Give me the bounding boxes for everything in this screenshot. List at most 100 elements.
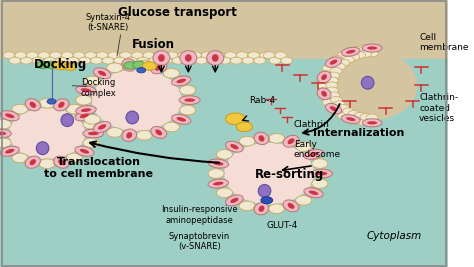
Circle shape: [124, 62, 137, 69]
Circle shape: [195, 57, 207, 64]
Ellipse shape: [226, 195, 243, 206]
Ellipse shape: [5, 113, 14, 118]
Circle shape: [15, 52, 27, 59]
Text: Cytoplasm: Cytoplasm: [367, 231, 422, 241]
Ellipse shape: [0, 146, 19, 156]
Circle shape: [121, 60, 137, 70]
Ellipse shape: [309, 152, 318, 156]
Text: GLUT-4: GLUT-4: [267, 221, 298, 230]
Circle shape: [354, 52, 365, 58]
Circle shape: [1, 146, 18, 156]
Circle shape: [314, 169, 330, 178]
Circle shape: [107, 63, 123, 73]
Ellipse shape: [212, 54, 219, 62]
Ellipse shape: [98, 124, 106, 129]
Ellipse shape: [80, 113, 89, 118]
Circle shape: [344, 49, 356, 56]
Circle shape: [354, 112, 365, 119]
Circle shape: [121, 131, 137, 140]
Circle shape: [360, 114, 372, 121]
Ellipse shape: [309, 191, 318, 195]
Ellipse shape: [36, 142, 49, 155]
Circle shape: [62, 52, 73, 59]
Ellipse shape: [254, 202, 269, 215]
Circle shape: [242, 57, 254, 64]
Ellipse shape: [54, 99, 69, 111]
Ellipse shape: [254, 132, 269, 145]
Ellipse shape: [317, 71, 331, 83]
Text: Translocation
to cell membrane: Translocation to cell membrane: [44, 158, 153, 179]
Circle shape: [283, 136, 299, 146]
Circle shape: [12, 153, 28, 163]
Circle shape: [155, 52, 166, 59]
Circle shape: [73, 52, 85, 59]
Text: Syntaxin-4
(t-SNARE): Syntaxin-4 (t-SNARE): [85, 13, 130, 32]
Ellipse shape: [155, 65, 162, 71]
Circle shape: [283, 201, 299, 211]
Ellipse shape: [184, 99, 195, 102]
Circle shape: [79, 57, 91, 64]
Ellipse shape: [122, 59, 137, 71]
Circle shape: [337, 112, 349, 119]
Circle shape: [275, 52, 286, 59]
Circle shape: [312, 159, 328, 168]
Circle shape: [133, 61, 145, 69]
Circle shape: [359, 119, 370, 126]
Circle shape: [46, 61, 58, 69]
Ellipse shape: [304, 150, 323, 159]
Ellipse shape: [259, 206, 264, 212]
Circle shape: [226, 196, 242, 205]
Ellipse shape: [30, 102, 36, 108]
Circle shape: [27, 52, 38, 59]
Circle shape: [237, 122, 253, 132]
Ellipse shape: [176, 117, 186, 121]
Circle shape: [108, 52, 120, 59]
Circle shape: [39, 159, 55, 168]
Circle shape: [366, 119, 378, 126]
Circle shape: [84, 115, 100, 124]
Circle shape: [32, 57, 44, 64]
Ellipse shape: [367, 121, 377, 124]
Circle shape: [281, 57, 292, 64]
Ellipse shape: [326, 104, 342, 114]
Circle shape: [348, 53, 360, 60]
Circle shape: [21, 57, 32, 64]
Circle shape: [330, 96, 342, 103]
Ellipse shape: [176, 79, 186, 83]
Text: Early
endosome: Early endosome: [294, 140, 341, 159]
Circle shape: [78, 85, 94, 95]
Circle shape: [330, 68, 342, 74]
Circle shape: [47, 99, 56, 104]
Ellipse shape: [25, 99, 40, 111]
Ellipse shape: [185, 54, 191, 62]
Circle shape: [201, 52, 213, 59]
Circle shape: [180, 105, 196, 115]
Circle shape: [25, 157, 41, 167]
Circle shape: [213, 52, 225, 59]
Circle shape: [164, 68, 180, 78]
Circle shape: [343, 108, 354, 115]
Circle shape: [305, 188, 321, 198]
Circle shape: [25, 100, 41, 110]
Ellipse shape: [288, 203, 294, 209]
Circle shape: [366, 45, 378, 52]
Circle shape: [225, 52, 237, 59]
Ellipse shape: [98, 71, 106, 76]
Ellipse shape: [283, 135, 299, 147]
Circle shape: [254, 204, 270, 214]
Circle shape: [131, 52, 143, 59]
Circle shape: [64, 63, 77, 70]
Circle shape: [55, 57, 67, 64]
Ellipse shape: [213, 182, 223, 185]
Ellipse shape: [321, 74, 327, 80]
Ellipse shape: [0, 129, 11, 138]
Circle shape: [268, 204, 284, 214]
Ellipse shape: [92, 69, 182, 131]
Circle shape: [83, 138, 99, 148]
Text: Rab-4: Rab-4: [249, 96, 275, 105]
Circle shape: [143, 52, 155, 59]
Ellipse shape: [172, 76, 191, 86]
Circle shape: [327, 77, 338, 84]
Text: Re-sorting: Re-sorting: [255, 168, 324, 181]
Circle shape: [91, 57, 102, 64]
